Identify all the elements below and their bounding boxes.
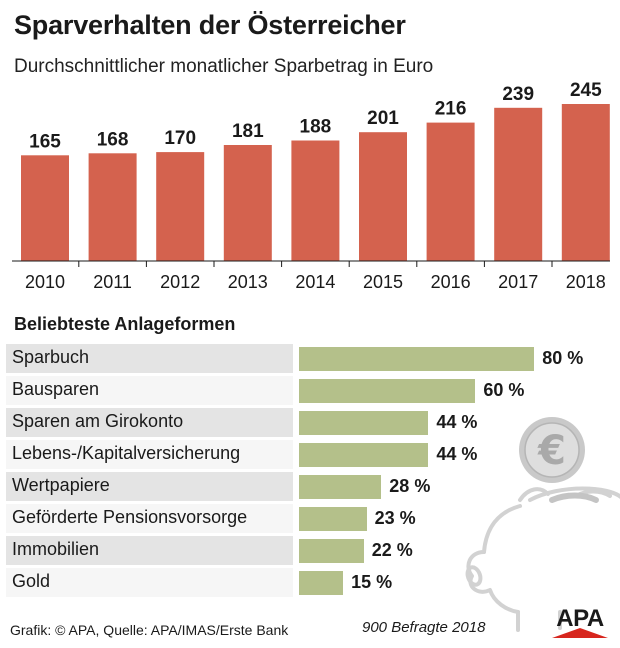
year-label-2012: 2012 [160,272,200,292]
bar-2016 [426,122,475,261]
anlageform-bar [299,475,382,499]
year-label-2018: 2018 [566,272,606,292]
bar-2017 [494,107,543,261]
apa-logo-triangle [552,628,608,638]
anlageform-bar [299,507,367,531]
values-layer: 165 168 170 181 188 201 216 239 245 [29,80,602,152]
yearly-savings-bar-chart: 165 168 170 181 188 201 216 239 245 2010 2011 2012… [12,80,610,292]
bar-value-2011: 168 [97,129,129,150]
anlageform-row: Lebens-/Kapitalversicherung 44 % [0,440,620,472]
anlageform-row: Sparbuch 80 % [0,344,620,376]
bar-2011 [88,153,137,261]
bar-2010 [21,155,69,261]
source-text: Grafik: © APA, Quelle: APA/IMAS/Erste Ba… [10,622,289,638]
bar-2013 [223,145,272,261]
anlageform-label: Bausparen [12,379,100,399]
year-label-2016: 2016 [431,272,471,292]
anlageform-bar [299,539,364,563]
bars-layer [21,104,610,261]
row-stripe [6,408,293,437]
anlageform-row: Bausparen 60 % [0,376,620,408]
year-label-2010: 2010 [25,272,65,292]
year-label-2017: 2017 [498,272,538,292]
years-layer: 2010 2011 2012 2013 2014 2015 2016 2017 2018 [25,272,606,292]
year-label-2015: 2015 [363,272,403,292]
anlageform-percent: 28 % [389,476,431,496]
year-label-2014: 2014 [295,272,335,292]
bar-value-2012: 170 [164,128,196,149]
year-label-2013: 2013 [228,272,268,292]
row-stripe [6,504,293,533]
bar-2015 [359,132,407,261]
row-stripe [6,440,293,469]
ticks-layer [78,261,553,267]
anlageform-bar [299,571,344,595]
anlageform-row: Immobilien 22 % [0,536,620,568]
bar-value-2017: 239 [502,84,534,105]
anlageform-percent: 44 % [436,412,478,432]
anlageform-bar [299,411,429,435]
bar-2012 [156,152,205,261]
anlageform-row: Geförderte Pensionsvorsorge 23 % [0,504,620,536]
bar-2018 [561,104,610,261]
row-stripe [6,376,293,405]
anlageform-label: Sparen am Girokonto [12,411,184,431]
chart-subtitle: Durchschnittlicher monatlicher Sparbetra… [14,56,434,77]
anlageform-percent: 80 % [542,348,584,368]
row-stripe [6,344,293,373]
anlageform-label: Sparbuch [12,347,90,367]
anlageform-label: Immobilien [12,539,100,559]
bar-2014 [291,140,340,261]
anlageform-label: Gold [12,571,51,591]
anlageform-percent: 23 % [374,508,416,528]
anlageform-percent: 60 % [483,380,525,400]
anlageform-label: Wertpapiere [12,475,110,495]
anlageform-row: Gold 15 % [0,568,620,600]
anlageform-percent: 22 % [371,540,413,560]
anlageform-percent: 15 % [351,572,393,592]
anlageform-bar [299,347,535,371]
row-stripe [6,472,293,501]
chart-title: Sparverhalten der Österreicher [14,10,406,40]
anlageform-percent: 44 % [436,444,478,464]
anlageform-row: Wertpapiere 28 % [0,472,620,504]
bar-value-2015: 201 [367,108,399,129]
bar-value-2010: 165 [29,131,61,152]
apa-logo-text: APA [556,605,604,632]
bar-value-2016: 216 [435,99,467,120]
anlageform-bar [299,379,476,403]
bar-value-2018: 245 [570,80,602,101]
bar-value-2014: 188 [300,117,332,138]
section-title: Beliebteste Anlageformen [14,314,236,334]
bar-value-2013: 181 [232,121,264,142]
row-stripe [6,536,293,565]
anlageform-label: Lebens-/Kapitalversicherung [12,443,241,463]
year-label-2011: 2011 [93,272,132,292]
anlageform-bar [299,443,429,467]
anlageform-row: Sparen am Girokonto 44 % [0,408,620,440]
respondents-note: 900 Befragte 2018 [362,619,486,636]
row-stripe [6,568,293,597]
anlageform-label: Geförderte Pensionsvorsorge [12,507,248,527]
